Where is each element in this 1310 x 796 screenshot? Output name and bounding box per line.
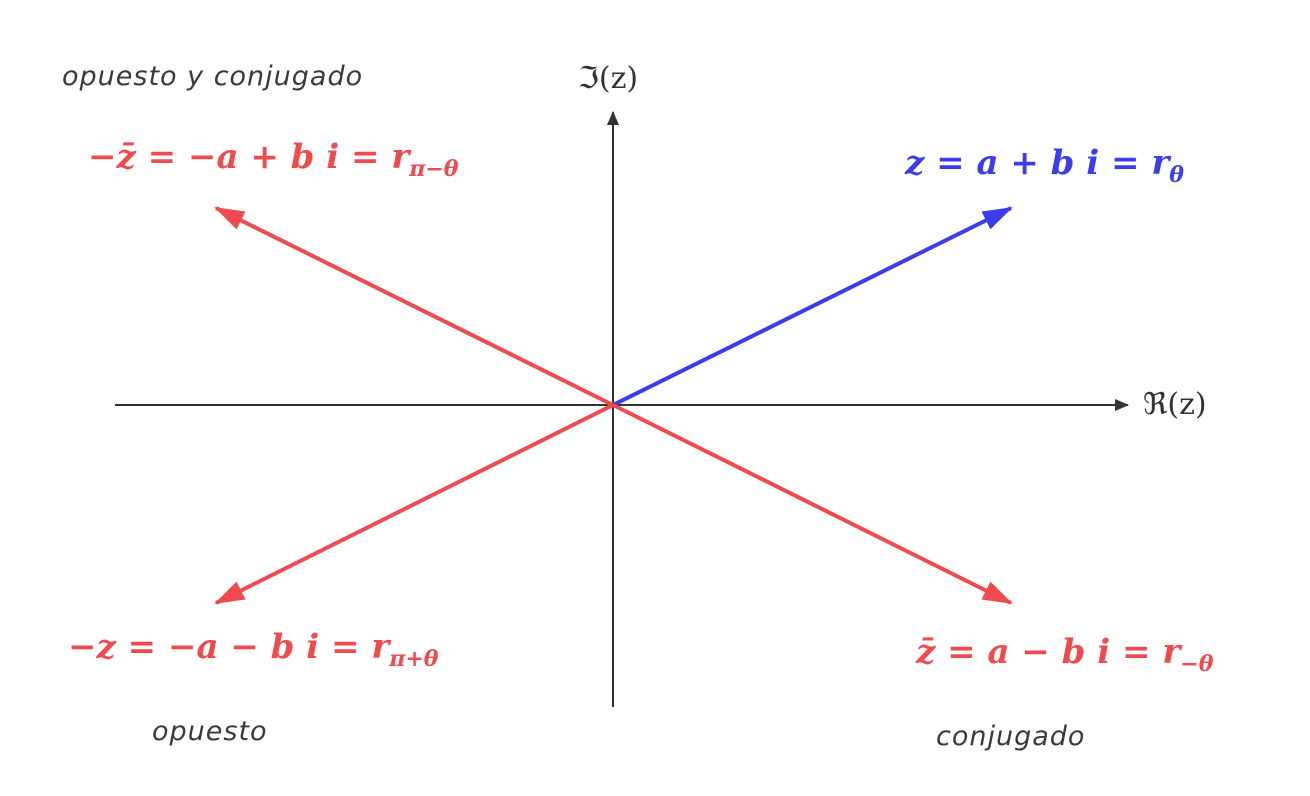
caption-opuesto: opuesto <box>152 716 268 747</box>
label-neg-conj: −z̄ = −a + b i = rπ−θ <box>88 137 459 182</box>
vector-neg-conj <box>214 206 614 407</box>
real-axis-label: ℜ(z) <box>1143 387 1207 422</box>
vector-neg <box>214 403 614 605</box>
imaginary-axis-label: ℑ(z) <box>578 61 638 96</box>
label-conj-main: z̄ = a − b i = r <box>915 632 1182 672</box>
label-neg: −z = −a − b i = rπ+θ <box>68 627 439 672</box>
caption-opuesto-y-conjugado: opuesto y conjugado <box>62 61 363 92</box>
label-neg-main: −z = −a − b i = r <box>68 627 391 667</box>
label-conj-sub: −θ <box>1180 651 1213 677</box>
label-neg-conj-main: −z̄ = −a + b i = r <box>88 137 411 177</box>
label-z-main: z = a + b i = r <box>904 143 1171 183</box>
vector-z <box>612 206 1013 407</box>
caption-conjugado: conjugado <box>936 721 1085 752</box>
label-neg-sub: π+θ <box>388 646 439 672</box>
label-z: z = a + b i = rθ <box>904 143 1184 188</box>
label-z-sub: θ <box>1169 162 1184 188</box>
vector-conj <box>612 403 1013 605</box>
label-neg-conj-sub: π−θ <box>408 156 459 182</box>
label-conj: z̄ = a − b i = r−θ <box>915 632 1214 677</box>
